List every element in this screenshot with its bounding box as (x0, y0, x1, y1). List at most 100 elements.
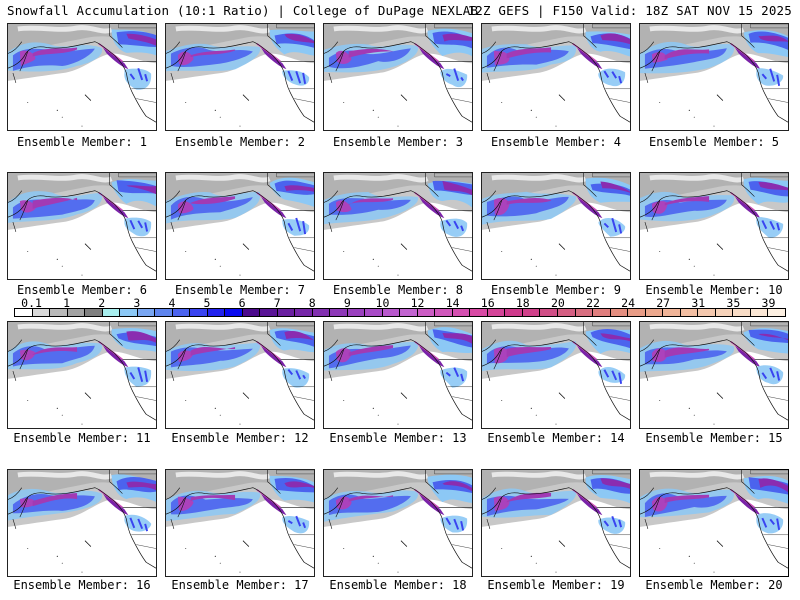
ensemble-member-label: Ensemble Member: 13 (329, 431, 467, 445)
ensemble-member-label: Ensemble Member: 12 (171, 431, 309, 445)
colorbar-swatch (505, 309, 523, 316)
colorbar-swatch (155, 309, 173, 316)
ensemble-map-panel (323, 321, 473, 429)
colorbar-swatch (260, 309, 278, 316)
colorbar-swatch (610, 309, 629, 316)
colorbar-swatch (32, 309, 51, 316)
legend-tick-label: 5 (203, 296, 211, 310)
ensemble-member-label: Ensemble Member: 1 (16, 135, 148, 149)
ensemble-map-panel (481, 172, 631, 280)
colorbar-swatch (225, 309, 243, 316)
colorbar-swatch (715, 309, 734, 316)
ensemble-map-panel (639, 321, 789, 429)
ensemble-member-label: Ensemble Member: 17 (171, 578, 309, 592)
colorbar-swatch (120, 309, 138, 316)
legend-tick-label: 2 (98, 296, 106, 310)
legend-tick-label: 10 (375, 296, 390, 310)
ensemble-map-panel (481, 469, 631, 577)
colorbar-swatch (628, 309, 646, 316)
legend-tick-label: 12 (410, 296, 425, 310)
colorbar-swatch (15, 309, 33, 316)
colorbar-swatch (487, 309, 506, 316)
ensemble-member-label: Ensemble Member: 9 (490, 283, 622, 297)
ensemble-map-panel (481, 321, 631, 429)
ensemble-map-panel (639, 172, 789, 280)
colorbar-swatch (102, 309, 121, 316)
colorbar-swatch (172, 309, 191, 316)
legend-tick-label: 4 (168, 296, 176, 310)
ensemble-member-label: Ensemble Member: 19 (487, 578, 625, 592)
ensemble-map-panel (481, 23, 631, 131)
ensemble-member-label: Ensemble Member: 11 (13, 431, 151, 445)
legend-tick-label: 6 (238, 296, 246, 310)
colorbar-swatch (382, 309, 401, 316)
colorbar-swatch (540, 309, 558, 316)
colorbar-swatch (452, 309, 471, 316)
colorbar-swatch (137, 309, 156, 316)
chart-title: Snowfall Accumulation (10:1 Ratio) | Col… (7, 3, 479, 18)
ensemble-member-label: Ensemble Member: 8 (332, 283, 464, 297)
legend-tick-label: 27 (656, 296, 671, 310)
colorbar-swatch (67, 309, 86, 316)
colorbar-swatch (698, 309, 716, 316)
ensemble-member-label: Ensemble Member: 14 (487, 431, 625, 445)
colorbar-swatch (768, 309, 785, 316)
legend-tick-label: 16 (480, 296, 495, 310)
colorbar-swatch (733, 309, 751, 316)
legend-tick-label: 24 (621, 296, 636, 310)
colorbar-swatch (750, 309, 769, 316)
legend-tick-label: 18 (515, 296, 530, 310)
ensemble-member-label: Ensemble Member: 2 (174, 135, 306, 149)
ensemble-map-panel (165, 469, 315, 577)
colorbar-swatch (312, 309, 331, 316)
colorbar-swatch (330, 309, 348, 316)
legend-tick-label: 14 (445, 296, 460, 310)
legend-tick-label: 20 (550, 296, 565, 310)
ensemble-map-panel (7, 469, 157, 577)
legend-tick-label: 1 (63, 296, 71, 310)
ensemble-member-label: Ensemble Member: 16 (13, 578, 151, 592)
colorbar-legend (14, 308, 786, 317)
colorbar-swatch (417, 309, 436, 316)
ensemble-map-panel (323, 172, 473, 280)
ensemble-map-panel (7, 23, 157, 131)
colorbar-swatch (295, 309, 313, 316)
legend-tick-label: 3 (133, 296, 141, 310)
ensemble-map-panel (323, 469, 473, 577)
colorbar-swatch (575, 309, 594, 316)
ensemble-member-label: Ensemble Member: 4 (490, 135, 622, 149)
ensemble-map-panel (639, 23, 789, 131)
colorbar-swatch (190, 309, 208, 316)
ensemble-map-panel (165, 172, 315, 280)
legend-tick-label: 39 (761, 296, 776, 310)
ensemble-member-label: Ensemble Member: 7 (174, 283, 306, 297)
ensemble-member-label: Ensemble Member: 10 (645, 283, 783, 297)
legend-tick-labels: 0.1 1 2 3 4 5 6 7 8 9 10 12 14 16 18 20 22 24 27 31 35 39 (0, 296, 800, 310)
colorbar-swatch (242, 309, 261, 316)
colorbar-swatch (400, 309, 418, 316)
legend-tick-label: 8 (308, 296, 316, 310)
colorbar-swatch (680, 309, 699, 316)
colorbar-swatch (50, 309, 68, 316)
ensemble-map-panel (165, 321, 315, 429)
colorbar-swatch (347, 309, 366, 316)
colorbar-swatch (207, 309, 226, 316)
ensemble-member-label: Ensemble Member: 20 (645, 578, 783, 592)
colorbar-swatch (277, 309, 296, 316)
ensemble-member-label: Ensemble Member: 3 (332, 135, 464, 149)
legend-tick-label: 22 (586, 296, 600, 310)
colorbar-swatch (663, 309, 681, 316)
legend-tick-label: 0.1 (21, 296, 42, 310)
legend-tick-label: 9 (343, 296, 351, 310)
ensemble-member-label: Ensemble Member: 5 (648, 135, 780, 149)
colorbar-swatch (435, 309, 453, 316)
ensemble-map-panel (323, 23, 473, 131)
colorbar-swatch (593, 309, 611, 316)
model-run-info: 12Z GEFS | F150 Valid: 18Z SAT NOV 15 20… (467, 3, 792, 18)
colorbar-swatch (557, 309, 576, 316)
legend-tick-label: 7 (273, 296, 281, 310)
ensemble-map-panel (7, 321, 157, 429)
legend-tick-label: 35 (726, 296, 741, 310)
colorbar-swatch (85, 309, 103, 316)
colorbar-swatch (470, 309, 488, 316)
